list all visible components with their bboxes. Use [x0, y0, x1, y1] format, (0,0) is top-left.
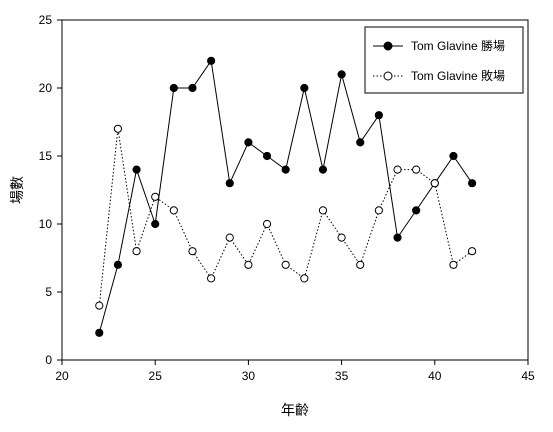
data-point-wins	[356, 138, 365, 147]
y-tick-label: 20	[39, 81, 53, 95]
y-axis: 0 5 10 15 20 25	[39, 13, 62, 367]
x-tick-label: 45	[521, 369, 535, 383]
data-point-wins	[300, 83, 309, 93]
data-point-losses	[207, 274, 216, 283]
data-point-losses	[374, 206, 383, 215]
y-tick-label: 5	[45, 285, 52, 299]
data-point-losses	[356, 260, 365, 269]
x-tick-label: 35	[335, 369, 349, 383]
x-tick-label: 20	[55, 369, 69, 383]
legend: Tom Glavine 勝場 Tom Glavine 敗場	[364, 26, 524, 94]
legend-marker-wins	[383, 41, 393, 51]
x-axis: 20 25 30 35 40 45	[55, 360, 535, 383]
legend-box	[364, 26, 524, 94]
data-point-wins	[393, 233, 402, 242]
data-point-losses	[449, 260, 458, 269]
data-point-losses	[113, 124, 123, 133]
data-point-wins	[151, 219, 160, 229]
data-point-wins	[412, 206, 421, 215]
data-point-wins	[207, 56, 216, 65]
data-point-wins	[318, 165, 328, 174]
data-point-wins	[262, 151, 272, 161]
data-point-wins	[188, 83, 197, 93]
y-tick-label: 25	[39, 13, 53, 27]
data-point-losses	[430, 179, 439, 188]
y-tick-label: 15	[39, 149, 53, 163]
data-point-losses	[281, 260, 290, 269]
data-point-wins	[467, 179, 477, 188]
x-tick-label: 25	[149, 369, 163, 383]
data-point-wins	[132, 165, 141, 174]
data-point-losses	[318, 206, 328, 215]
y-tick-label: 0	[45, 353, 52, 367]
data-point-wins	[113, 260, 123, 269]
data-point-wins	[169, 83, 178, 93]
data-point-losses	[132, 247, 141, 256]
data-point-losses	[393, 165, 402, 174]
data-point-wins	[225, 179, 234, 188]
x-tick-label: 40	[428, 369, 442, 383]
x-axis-label: 年齡	[281, 402, 309, 418]
data-point-wins	[244, 138, 253, 147]
data-point-wins	[95, 328, 104, 337]
data-point-losses	[225, 233, 234, 242]
data-point-losses	[244, 260, 253, 269]
series-line-losses	[98, 128, 473, 306]
data-point-losses	[188, 247, 197, 256]
data-point-losses	[169, 206, 178, 215]
data-point-losses	[337, 233, 346, 242]
legend-marker-losses	[383, 71, 393, 81]
plot-area-frame	[61, 19, 529, 361]
data-point-wins	[374, 111, 383, 120]
data-point-wins	[449, 151, 458, 161]
x-tick-label: 30	[242, 369, 256, 383]
y-axis-label: 場數	[9, 176, 25, 204]
data-point-losses	[467, 247, 477, 256]
data-point-wins	[337, 70, 346, 79]
y-tick-label: 10	[39, 217, 53, 231]
data-point-losses	[95, 301, 104, 310]
data-point-losses	[300, 274, 309, 283]
legend-label-losses: Tom Glavine 敗場	[411, 68, 505, 83]
series-layer	[95, 56, 477, 337]
data-point-losses	[151, 192, 160, 201]
data-point-wins	[281, 165, 290, 174]
data-point-losses	[412, 165, 421, 174]
legend-label-wins: Tom Glavine 勝場	[411, 38, 505, 53]
data-point-losses	[262, 219, 272, 229]
